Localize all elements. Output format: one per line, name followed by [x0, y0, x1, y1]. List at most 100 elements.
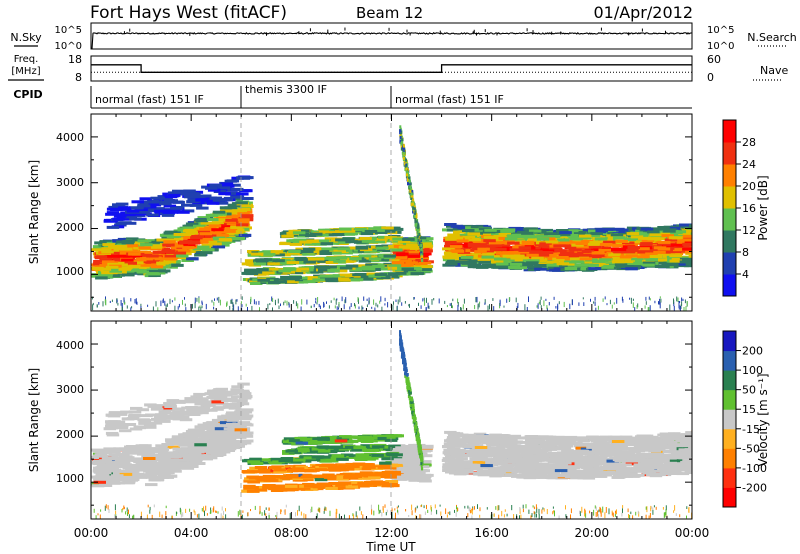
power-echo [300, 306, 302, 311]
power-colorbar-label: Power [dB] [756, 175, 770, 240]
power-echo [214, 212, 227, 216]
power-echo [288, 303, 290, 308]
nsky-spike [439, 30, 441, 34]
power-echo [315, 297, 317, 301]
power-echo [410, 187, 413, 191]
nsky-spike [472, 31, 474, 35]
power-echo [250, 252, 264, 256]
power-echo [502, 251, 515, 255]
freq-label: Freq. [14, 54, 39, 65]
power-echo [344, 299, 346, 304]
power-echo [368, 300, 370, 304]
power-echo [517, 302, 519, 308]
power-echo [338, 278, 351, 282]
power-echo [680, 304, 682, 309]
power-echo [200, 251, 213, 255]
power-echo [205, 213, 219, 217]
power-echo [231, 300, 233, 304]
velocity-echo [560, 471, 574, 475]
power-echo [447, 233, 460, 237]
power-echo [267, 303, 269, 310]
power-echo [377, 304, 379, 308]
power-echo [182, 224, 195, 228]
power-echo [362, 307, 364, 310]
power-echo [674, 248, 687, 252]
power-echo [250, 282, 263, 285]
power-echo [118, 261, 131, 265]
power-echo [450, 224, 464, 228]
power-echo [400, 141, 403, 145]
power-echo [401, 302, 403, 306]
power-echo [404, 301, 406, 304]
power-echo [336, 298, 338, 301]
power-echo [213, 301, 215, 306]
power-echo [310, 270, 323, 273]
power-echo [556, 229, 569, 232]
power-echo [211, 299, 213, 303]
power-echo [518, 248, 531, 252]
power-echo [235, 201, 248, 205]
power-echo [399, 296, 401, 303]
power-echo [645, 258, 658, 262]
power-echo [626, 248, 639, 252]
power-echo [479, 301, 481, 304]
power-echo [683, 236, 692, 240]
power-echo [688, 254, 692, 258]
power-echo [184, 303, 186, 307]
power-echo [206, 218, 219, 222]
power-echo [272, 298, 274, 302]
power-echo [477, 305, 479, 310]
power-echo [171, 263, 184, 267]
power-echo [691, 262, 692, 266]
power-echo [207, 188, 221, 192]
power-echo [173, 229, 187, 233]
power-echo [146, 213, 159, 217]
power-echo [194, 297, 196, 304]
power-echo [509, 247, 523, 251]
power-echo [383, 246, 396, 250]
nsky-spike [309, 28, 311, 32]
power-echo [498, 232, 512, 236]
power-echo [484, 228, 497, 232]
power-echo [392, 304, 394, 310]
noise-ytick-bottom: 10^0 [55, 41, 82, 52]
power-echo [612, 236, 626, 240]
power-ytick-2000: 2000 [56, 221, 84, 234]
power-echo [125, 244, 139, 248]
freq-unit: [MHz] [11, 66, 40, 77]
power-echo [183, 189, 196, 193]
power-echo [358, 306, 360, 310]
power-echo [587, 242, 600, 246]
power-echo [682, 242, 692, 246]
power-echo [337, 247, 351, 251]
power-echo [410, 203, 413, 207]
power-echo [666, 246, 680, 250]
power-echo [648, 307, 650, 311]
power-echo [392, 250, 406, 254]
power-echo [342, 229, 356, 233]
power-echo [350, 278, 364, 282]
power-echo [662, 242, 676, 246]
velocity-echo [346, 456, 359, 459]
nsky-spike [526, 28, 528, 32]
velocity-echo [470, 467, 484, 471]
power-echo [319, 252, 332, 255]
power-panel: 4000 3000 2000 1000 Slant Range [km] [27, 113, 693, 312]
power-echo [228, 191, 241, 195]
power-echo [392, 254, 405, 258]
power-echo [391, 261, 405, 265]
power-echo [669, 304, 671, 311]
power-echo [577, 255, 590, 259]
nave-label: Nave [760, 64, 788, 77]
power-echo [267, 262, 280, 266]
power-echo [402, 237, 415, 241]
power-echo [494, 247, 507, 251]
power-echo [259, 307, 260, 311]
power-echo [92, 302, 94, 306]
power-echo [642, 261, 656, 265]
power-echo [286, 231, 299, 235]
power-echo [287, 251, 300, 255]
power-echo [569, 303, 571, 310]
power-echo [581, 268, 595, 272]
power-echo [173, 233, 187, 236]
